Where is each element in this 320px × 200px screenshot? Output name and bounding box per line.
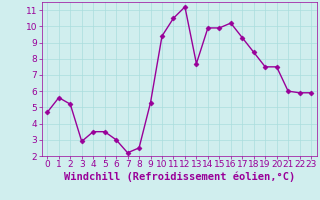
- X-axis label: Windchill (Refroidissement éolien,°C): Windchill (Refroidissement éolien,°C): [64, 172, 295, 182]
